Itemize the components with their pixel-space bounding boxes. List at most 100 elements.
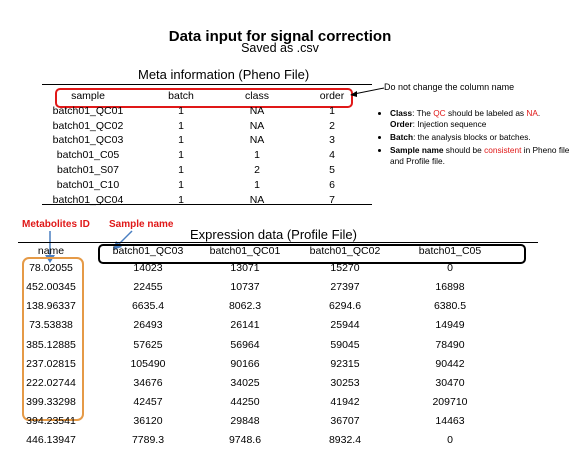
expression-value-cell: 0	[447, 262, 453, 275]
expression-value-cell: 6380.5	[433, 300, 467, 313]
expression-header-cell: batch01_QC01	[209, 245, 281, 257]
page-subtitle: Saved as .csv	[241, 41, 319, 55]
metabolites-id-label: Metabolites ID	[22, 219, 90, 230]
expression-value-cell: 57625	[133, 338, 163, 351]
expression-value-cell: 34025	[230, 376, 260, 389]
meta-table-title: Meta information (Pheno File)	[138, 67, 310, 82]
meta-table-cell: NA	[249, 119, 265, 132]
note-arrow-icon	[350, 87, 385, 97]
meta-table-cell: batch01_C10	[56, 178, 120, 191]
meta-table-cell: batch01_C05	[56, 149, 120, 162]
meta-table-cell: 6	[329, 178, 335, 191]
expression-value-cell: 56964	[230, 338, 260, 351]
expression-header-cell: batch01_C05	[418, 245, 482, 257]
metabolite-id-cell: 452.00345	[26, 281, 76, 294]
expression-value-cell: 78490	[435, 338, 465, 351]
expression-value-cell: 41942	[330, 395, 360, 408]
batch-instruction: Batch: the analysis blocks or batches.	[390, 132, 576, 143]
expression-value-cell: 14023	[133, 262, 163, 275]
meta-table-cell: batch01_QC02	[52, 119, 124, 132]
expression-table-top-line	[18, 242, 538, 243]
metabolite-id-cell: 78.02055	[29, 262, 73, 275]
instructions-list: Class: The QC should be labeled as NA. O…	[380, 108, 576, 169]
expression-value-cell: 14949	[435, 319, 465, 332]
expression-header-cell: name	[37, 245, 65, 257]
meta-table-cell: 1	[254, 149, 260, 162]
expression-value-cell: 26493	[133, 319, 163, 332]
expression-value-cell: 8932.4	[328, 434, 362, 446]
meta-table-cell: 1	[178, 104, 184, 117]
expression-value-cell: 8062.3	[228, 300, 262, 313]
expression-value-cell: 30470	[435, 376, 465, 389]
expression-value-cell: 9748.6	[228, 434, 262, 446]
expression-value-cell: 36120	[133, 414, 163, 427]
expression-value-cell: 90166	[230, 357, 260, 370]
meta-table-cell: 4	[329, 149, 335, 162]
expression-value-cell: 92315	[330, 357, 360, 370]
meta-header-cell: order	[319, 90, 345, 102]
meta-table-cell: 1	[178, 119, 184, 132]
meta-table-cell: NA	[249, 134, 265, 147]
expression-value-cell: 34676	[133, 376, 163, 389]
expression-value-cell: 26141	[230, 319, 260, 332]
expression-header-highlight	[98, 244, 526, 264]
meta-table-cell: 1	[254, 178, 260, 191]
meta-table-cell: 2	[329, 119, 335, 132]
expression-value-cell: 6635.4	[131, 300, 165, 313]
expression-header-cell: batch01_QC02	[309, 245, 381, 257]
meta-table-cell: 7	[329, 193, 335, 206]
meta-table-cell: 2	[254, 164, 260, 176]
expression-value-cell: 10737	[230, 281, 260, 294]
expression-value-cell: 105490	[130, 357, 166, 370]
expression-value-cell: 13071	[230, 262, 260, 275]
metabolite-id-cell: 385.12885	[26, 338, 76, 351]
meta-table-cell: batch01_QC03	[52, 134, 124, 147]
meta-header-cell: class	[245, 90, 269, 102]
meta-table-cell: 1	[178, 164, 184, 176]
class-instruction: Class: The QC should be labeled as NA. O…	[390, 108, 576, 130]
meta-table-cell: 5	[329, 164, 335, 176]
expression-value-cell: 44250	[230, 395, 260, 408]
sample-name-label: Sample name	[109, 219, 174, 230]
meta-table-cell: 3	[329, 134, 335, 147]
expression-value-cell: 90442	[435, 357, 465, 370]
expression-value-cell: 15270	[330, 262, 360, 275]
meta-table-cell: 1	[329, 104, 335, 117]
meta-table-cell: 1	[178, 149, 184, 162]
expression-value-cell: 7789.3	[131, 434, 165, 446]
meta-table-cell: NA	[249, 104, 265, 117]
meta-header-highlight	[55, 88, 353, 108]
column-name-note: Do not change the column name	[384, 82, 515, 92]
expression-value-cell: 30253	[330, 376, 360, 389]
expression-value-cell: 14463	[435, 414, 465, 427]
meta-table-top-line	[42, 84, 372, 85]
expression-value-cell: 22455	[133, 281, 163, 294]
expression-value-cell: 36707	[330, 414, 360, 427]
expression-header-cell: batch01_QC03	[112, 245, 184, 257]
meta-table-cell: 1	[178, 178, 184, 191]
meta-header-cell: sample	[71, 90, 105, 102]
meta-table-cell: batch01_QC01	[52, 104, 124, 117]
meta-table-cell: batch01_S07	[57, 164, 119, 176]
meta-table-cell: 1	[178, 193, 184, 206]
metabolite-id-cell: 446.13947	[26, 434, 76, 446]
meta-table-cell: 1	[178, 134, 184, 147]
meta-header-cell: batch	[168, 90, 194, 102]
metabolite-id-cell: 237.02815	[26, 357, 76, 370]
metabolite-id-cell: 138.96337	[26, 300, 76, 313]
metabolite-id-cell: 399.33298	[26, 395, 76, 408]
meta-table-bottom-line	[42, 204, 372, 205]
meta-table-cell: batch01_QC04	[52, 193, 124, 206]
meta-table-cell: NA	[249, 193, 265, 206]
expression-value-cell: 6294.6	[328, 300, 362, 313]
expression-value-cell: 42457	[133, 395, 163, 408]
expression-table-title: Expression data (Profile File)	[190, 227, 357, 242]
expression-value-cell: 209710	[432, 395, 468, 408]
page-title: Data input for signal correction	[168, 28, 392, 45]
expression-value-cell: 59045	[330, 338, 360, 351]
metabolite-id-cell: 394.23541	[26, 414, 76, 427]
expression-value-cell: 25944	[330, 319, 360, 332]
metabolite-id-column-highlight	[22, 257, 84, 421]
expression-value-cell: 29848	[230, 414, 260, 427]
expression-value-cell: 16898	[435, 281, 465, 294]
